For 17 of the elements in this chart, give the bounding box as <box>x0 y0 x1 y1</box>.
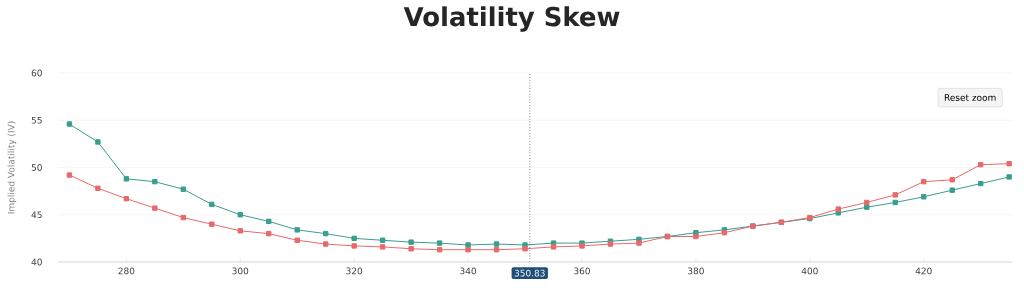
y-axis-title: Implied Volatility (IV) <box>7 121 17 214</box>
y-tick-label: 60 <box>31 69 42 77</box>
x-tick-label: 380 <box>688 267 704 275</box>
annotation: Reset zoom <box>944 94 996 101</box>
x-tick-label: 420 <box>915 267 932 275</box>
ref-line-label: 350.83 <box>514 269 545 277</box>
x-tick-label: 340 <box>460 267 477 275</box>
y-tick-label: 40 <box>31 258 42 266</box>
x-tick-label: 280 <box>118 267 135 275</box>
x-tick-label: 320 <box>346 267 363 275</box>
x-tick-label: 400 <box>801 267 818 275</box>
x-tick-label: 300 <box>232 267 249 275</box>
y-tick-label: 55 <box>31 116 42 124</box>
x-tick-label: 360 <box>574 267 590 275</box>
y-tick-label: 50 <box>31 164 42 171</box>
chart-title: Volatility Skew <box>403 6 620 32</box>
y-tick-label: 45 <box>31 211 42 219</box>
